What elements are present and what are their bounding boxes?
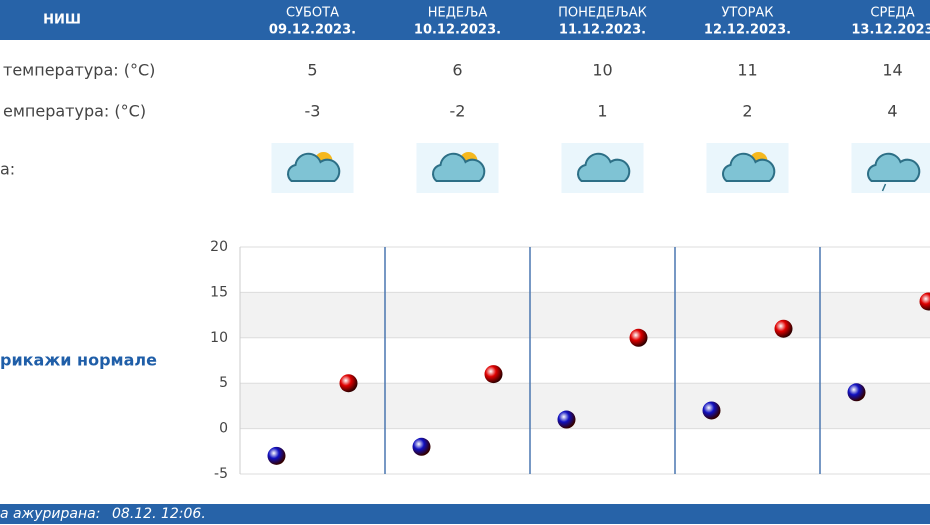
- weather-icon: [271, 143, 354, 193]
- y-tick-label: 10: [210, 330, 228, 346]
- max-temp: 10: [592, 61, 612, 80]
- y-tick-label: 20: [210, 239, 228, 255]
- y-tick-label: 15: [210, 284, 228, 300]
- day-date: 10.12.2023.: [414, 23, 501, 38]
- point: [847, 383, 866, 402]
- max-temp: 11: [737, 61, 757, 80]
- header-bar: [0, 0, 930, 40]
- city: НИШ: [43, 13, 81, 28]
- max-temp: 5: [307, 61, 317, 80]
- point: [702, 401, 721, 420]
- row-label: а:: [0, 160, 15, 179]
- point: [267, 446, 286, 465]
- grid-band: [240, 292, 930, 338]
- min-temp: -3: [305, 102, 321, 121]
- day-name: УТОРАК: [721, 6, 773, 21]
- y-tick-label: -5: [214, 466, 228, 482]
- y-tick-label: 0: [219, 421, 228, 437]
- toggle-normals[interactable]: рикажи нормале: [0, 351, 157, 370]
- day-name: СУБОТА: [286, 6, 339, 21]
- weather-icon: [416, 143, 499, 193]
- day-name: НЕДЕЉА: [428, 6, 488, 21]
- min-temp: -2: [450, 102, 466, 121]
- day-name: СРЕДА: [870, 6, 914, 21]
- weather-icon: [851, 143, 930, 193]
- cloud: [577, 152, 631, 182]
- day-date: 11.12.2023.: [559, 23, 646, 38]
- point: [774, 319, 793, 338]
- point: [339, 374, 358, 393]
- rain: [881, 183, 887, 192]
- min-temp: 1: [597, 102, 607, 121]
- footer-time: 08.12. 12:06.: [112, 506, 206, 522]
- weather-icon: [561, 143, 644, 193]
- grid-band: [240, 383, 930, 429]
- weather-icon: [706, 143, 789, 193]
- day-date: 12.12.2023.: [704, 23, 791, 38]
- max-temp: 14: [882, 61, 902, 80]
- min-temp: 2: [742, 102, 752, 121]
- cloud: [432, 152, 486, 182]
- point: [484, 365, 503, 384]
- day-date: 09.12.2023.: [269, 23, 356, 38]
- cloud: [287, 152, 341, 182]
- max-temp: 6: [452, 61, 462, 80]
- point: [919, 292, 930, 311]
- day-date: 13.12.2023: [851, 23, 930, 38]
- point: [557, 410, 576, 429]
- y-tick-label: 5: [219, 375, 228, 391]
- day-name: ПОНЕДЕЉАК: [558, 6, 647, 21]
- point: [412, 437, 431, 456]
- cloud: [722, 152, 776, 182]
- cloud: [867, 152, 921, 182]
- footer-bar: [0, 504, 930, 524]
- row-label: емпература: (°C): [3, 102, 146, 121]
- row-label: температура: (°C): [3, 61, 155, 80]
- point: [629, 328, 648, 347]
- footer-label: а ажурирана:: [0, 506, 100, 522]
- min-temp: 4: [887, 102, 897, 121]
